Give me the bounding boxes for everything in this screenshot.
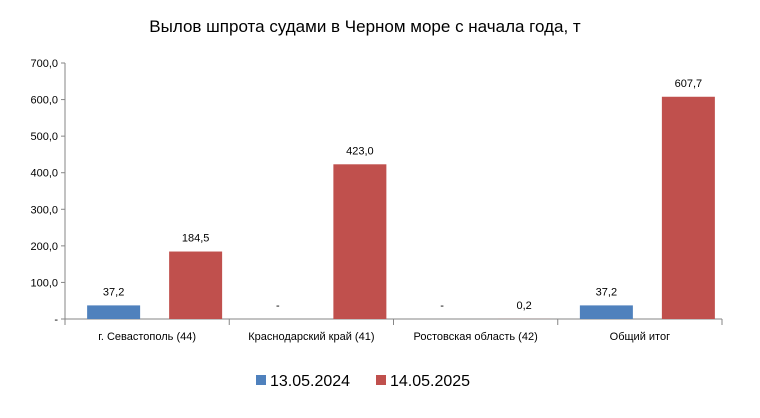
x-tick-label: Краснодарский край (41) bbox=[248, 331, 374, 343]
legend-label: 14.05.2025 bbox=[390, 373, 470, 390]
legend-swatch bbox=[256, 375, 266, 385]
bar bbox=[661, 96, 715, 319]
bar bbox=[333, 164, 387, 319]
bar bbox=[579, 305, 633, 319]
data-label: 37,2 bbox=[103, 286, 124, 298]
legend: 13.05.2024 14.05.2025 bbox=[256, 373, 470, 390]
x-tick-label: Ростовская область (42) bbox=[413, 331, 537, 343]
data-label: 184,5 bbox=[182, 233, 210, 245]
y-tick-label: 100,0 bbox=[30, 277, 58, 289]
y-tick-label: 600,0 bbox=[30, 95, 58, 107]
x-tick-label: Общий итог bbox=[610, 331, 670, 343]
plot-area: - 100,0 200,0 300,0 400,0 500,0 600,0 700,0 г. С… bbox=[30, 58, 723, 343]
y-tick-label: 200,0 bbox=[30, 241, 58, 253]
x-tick-label: г. Севастополь (44) bbox=[98, 331, 196, 343]
data-label: - bbox=[440, 300, 444, 312]
bar bbox=[169, 251, 223, 319]
bar bbox=[87, 305, 141, 319]
y-tick-label: 700,0 bbox=[30, 58, 58, 70]
data-label: 37,2 bbox=[596, 286, 617, 298]
legend-label: 13.05.2024 bbox=[270, 373, 350, 390]
y-tick-label: - bbox=[54, 314, 58, 326]
chart-title: Вылов шпрота судами в Черном море с нача… bbox=[149, 17, 581, 36]
data-label: 423,0 bbox=[346, 145, 374, 157]
legend-swatch bbox=[376, 375, 386, 385]
y-tick-label: 500,0 bbox=[30, 131, 58, 143]
data-label: 0,2 bbox=[516, 300, 531, 312]
data-label: 607,7 bbox=[675, 78, 703, 90]
y-tick-label: 400,0 bbox=[30, 168, 58, 180]
y-tick-label: 300,0 bbox=[30, 204, 58, 216]
data-label: - bbox=[276, 300, 280, 312]
